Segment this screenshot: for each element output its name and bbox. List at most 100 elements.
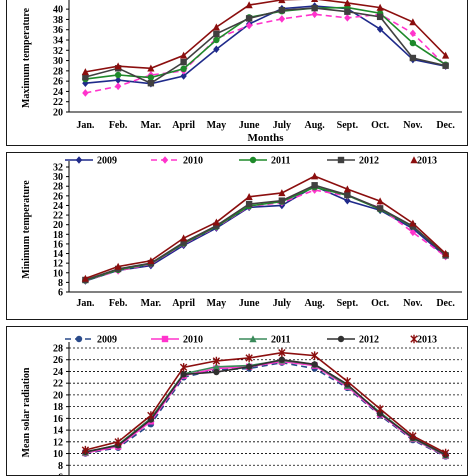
data-point-2010-nov <box>410 30 416 38</box>
x-tick-label: July <box>273 298 291 309</box>
data-point-2013-may <box>213 23 220 30</box>
y-tick-label: 20 <box>53 108 63 119</box>
data-point-2012-nov <box>410 55 416 61</box>
legend-label-2010: 2010 <box>183 156 203 167</box>
series-line-2013 <box>85 176 445 278</box>
y-tick-label: 12 <box>53 259 63 270</box>
legend-label-2009: 2009 <box>97 156 117 167</box>
y-tick-label: 18 <box>53 402 63 413</box>
y-tick-label: 14 <box>53 426 63 437</box>
series-2013 <box>82 0 449 75</box>
data-point-2011-may <box>213 37 219 43</box>
data-point-2010-aug <box>311 10 317 18</box>
data-point-2012-oct <box>377 14 383 20</box>
x-tick-label: Feb. <box>109 120 128 131</box>
data-point-2011-mar <box>148 74 154 80</box>
y-tick-label: 22 <box>53 379 63 390</box>
x-tick-label: Aug. <box>304 298 325 309</box>
y-tick-label: 32 <box>53 46 63 57</box>
data-point-2011-april <box>180 66 186 72</box>
y-tick-label: 26 <box>53 77 63 88</box>
series-2009 <box>82 182 449 284</box>
series-line-2012 <box>85 8 445 83</box>
y-tick-label: 34 <box>53 36 63 47</box>
legend-marker-2011 <box>250 157 256 163</box>
x-tick-label: Feb. <box>109 298 128 309</box>
data-point-2012-aug <box>311 361 317 367</box>
x-tick-label: Oct. <box>371 120 390 131</box>
y-tick-label: 40 <box>53 5 63 16</box>
data-point-2012-sept <box>344 192 350 198</box>
solar-radiation-chart-panel: 6810121416182022242628Mean solar radiati… <box>6 326 468 476</box>
data-point-2012-june <box>246 15 252 21</box>
data-point-2012-mar <box>148 80 154 86</box>
y-tick-label: 22 <box>53 211 63 222</box>
data-point-2012-july <box>279 7 285 13</box>
x-tick-label: Sept. <box>337 298 359 309</box>
y-tick-label: 12 <box>53 437 63 448</box>
x-tick-label: June <box>239 298 260 309</box>
y-axis-label: Minimum temperature <box>21 180 32 279</box>
data-point-2012-june <box>246 364 252 370</box>
x-tick-label: Sept. <box>337 120 359 131</box>
legend-marker-2010 <box>162 156 168 164</box>
y-tick-label: 28 <box>53 66 63 77</box>
data-point-2012-may <box>213 369 219 375</box>
data-point-2012-april <box>180 371 186 377</box>
y-tick-label: 28 <box>53 344 63 355</box>
series-2010 <box>82 186 449 284</box>
y-tick-label: 10 <box>53 449 63 460</box>
series-line-2011 <box>85 187 445 280</box>
y-tick-label: 6 <box>58 473 63 476</box>
y-tick-label: 32 <box>53 163 63 174</box>
data-point-2010-jan <box>82 89 88 97</box>
data-point-2012-oct <box>377 205 383 211</box>
x-tick-label: Mar. <box>141 298 162 309</box>
legend-label-2012: 2012 <box>359 156 379 167</box>
x-tick-label: Oct. <box>371 298 390 309</box>
series-line-2010 <box>85 14 445 93</box>
legend-label-2013: 2013 <box>417 156 437 167</box>
legend-label-2013: 2013 <box>417 335 437 346</box>
data-point-2012-aug <box>311 182 317 188</box>
series-line-2013 <box>85 0 445 72</box>
series-line-2012 <box>85 185 445 280</box>
data-point-2012-july <box>279 357 285 363</box>
y-tick-label: 20 <box>53 220 63 231</box>
data-point-2013-april <box>180 234 187 241</box>
legend-marker-2009 <box>76 156 82 164</box>
y-tick-label: 26 <box>53 355 63 366</box>
y-axis-label: Maximum temperature <box>21 7 32 108</box>
mean-solar-radiation-chart: 6810121416182022242628Mean solar radiati… <box>7 327 467 475</box>
series-2010 <box>82 10 449 96</box>
legend-marker-2012 <box>338 157 344 163</box>
legend-marker-2012 <box>338 336 344 342</box>
series-2010 <box>82 358 449 459</box>
y-tick-label: 30 <box>53 56 63 67</box>
data-point-2010-sept <box>344 14 350 22</box>
legend-label-2011: 2011 <box>271 156 290 167</box>
legend-label-2012: 2012 <box>359 335 379 346</box>
x-axis-label: Months <box>247 132 284 144</box>
data-point-2012-aug <box>311 5 317 11</box>
y-tick-label: 6 <box>58 288 63 299</box>
x-tick-label: May <box>207 298 226 309</box>
data-point-2012-june <box>246 201 252 207</box>
x-tick-label: Aug. <box>304 120 325 131</box>
y-tick-label: 22 <box>53 97 63 108</box>
x-tick-label: Dec. <box>436 120 455 131</box>
x-tick-label: April <box>172 120 195 131</box>
series-2009 <box>82 359 449 459</box>
y-tick-label: 8 <box>58 278 63 289</box>
series-line-2011 <box>85 360 445 455</box>
y-tick-label: 28 <box>53 182 63 193</box>
data-point-2012-may <box>213 31 219 37</box>
y-tick-label: 24 <box>53 87 63 98</box>
data-point-2012-sept <box>344 9 350 15</box>
x-tick-label: April <box>172 298 195 309</box>
legend-marker-2009 <box>76 336 82 342</box>
series-line-2013 <box>85 353 445 453</box>
y-tick-label: 16 <box>53 414 63 425</box>
data-point-2012-july <box>279 197 285 203</box>
